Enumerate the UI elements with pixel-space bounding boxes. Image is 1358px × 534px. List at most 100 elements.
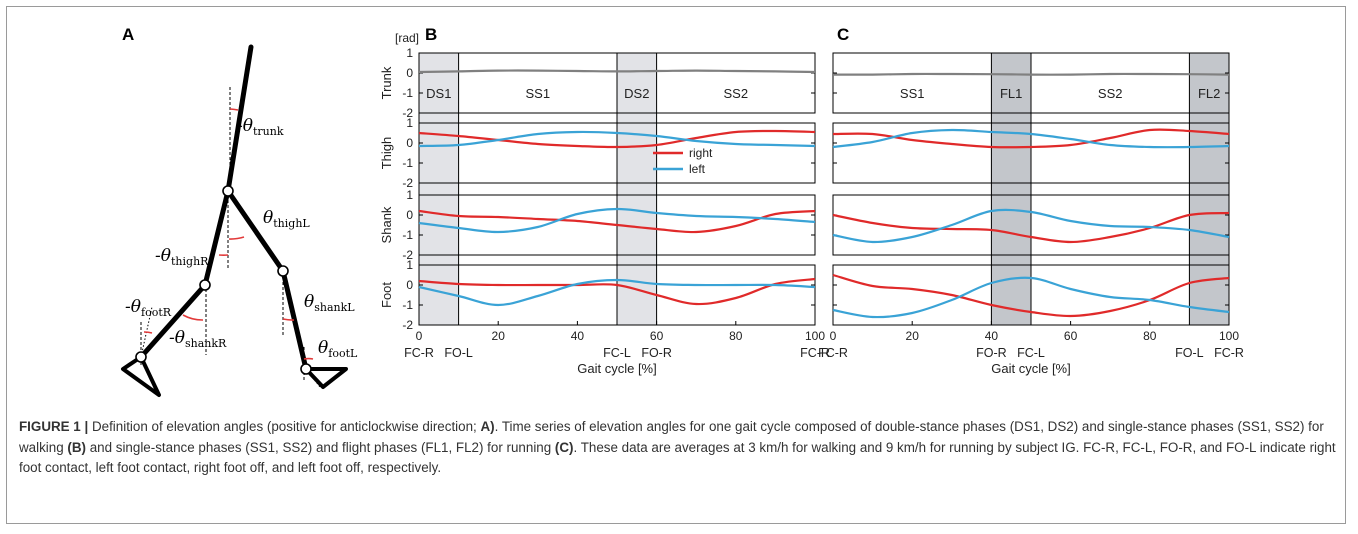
right-shank-segment (138, 282, 208, 360)
gait-event-label-b-2: FC-L (603, 346, 631, 360)
caption-text-3: and single-stance phases (SS1, SS2) and … (85, 439, 555, 455)
subplot-frame-c-3 (832, 264, 1230, 326)
gait-event-label-c-3: FO-L (1175, 346, 1204, 360)
panel-label-b: B (425, 25, 437, 44)
caption-ref-a: A) (480, 419, 495, 434)
series-line-b-thigh-1 (418, 130, 816, 148)
foot-right-angle-arrow (143, 331, 153, 334)
y-tick-label-0-1: 0 (406, 66, 413, 80)
y-tick-label-2-3: -2 (402, 248, 413, 262)
caption-ref-c: (C) (554, 439, 574, 455)
series-line-b-foot-0 (418, 277, 816, 306)
y-tick-label-2-1: 0 (406, 208, 413, 222)
x-tick-label-c-1: 20 (906, 329, 920, 343)
theta-thighL-label: θthighL (263, 208, 310, 230)
row-label-1: Thigh (379, 137, 394, 170)
y-tick-label-3-0: 1 (406, 258, 413, 272)
theta-footL-label: θfootL (318, 338, 358, 360)
rad-unit-label: [rad] (395, 31, 419, 45)
shank-left-angle-arrow (282, 318, 295, 321)
y-tick-label-0-0: 1 (406, 46, 413, 60)
series-line-b-shank-0 (418, 209, 816, 234)
x-tick-label-b-3: 60 (650, 329, 664, 343)
row-label-2: Shank (379, 206, 394, 243)
theta-footR-label: -θfootR (125, 297, 172, 319)
gait-event-label-c-1: FO-R (976, 346, 1007, 360)
hip-joint (222, 185, 234, 197)
theta-thighR-label: -θthighR (155, 246, 209, 268)
panel-label-c: C (837, 25, 849, 44)
y-tick-label-0-2: -1 (402, 86, 413, 100)
subplot-frame-c-1 (832, 122, 1230, 184)
series-line-c-thigh-1 (832, 128, 1230, 149)
series-line-c-foot-1 (832, 276, 1230, 319)
phase-label-c-3: FL2 (1198, 86, 1220, 101)
subplot-frame-b-2 (418, 194, 816, 256)
elevation-angle-diagram: -θtrunk θthighL -θthighR θshankL -θfootR… (121, 44, 358, 397)
caption-label: FIGURE 1 | (19, 419, 89, 434)
subplot-frame-b-3 (418, 264, 816, 326)
series-line-b-thigh-0 (418, 129, 816, 149)
phase-label-b-3: SS2 (724, 86, 749, 101)
x-tick-label-b-1: 20 (492, 329, 506, 343)
gait-event-label-b-4: FC-R (800, 346, 830, 360)
trunk-angle-arrow (229, 108, 239, 111)
theta-trunk-label: -θtrunk (237, 116, 284, 138)
figure-container: A B C [rad] (6, 6, 1346, 524)
gait-event-label-c-0: FC-R (818, 346, 848, 360)
x-axis-label-b: Gait cycle [%] (577, 361, 656, 376)
phase-label-b-2: DS2 (624, 86, 649, 101)
left-thigh-segment (225, 188, 286, 274)
phase-label-c-2: SS2 (1098, 86, 1123, 101)
right-foot-segment (121, 355, 161, 397)
x-tick-label-b-5: 100 (805, 329, 825, 343)
phase-label-b-1: SS1 (526, 86, 551, 101)
gait-event-label-c-4: FC-R (1214, 346, 1244, 360)
y-tick-label-0-3: -2 (402, 106, 413, 120)
caption-text-2: . Time series of elevation angles for on… (19, 419, 1324, 455)
x-tick-label-c-3: 60 (1064, 329, 1078, 343)
phase-band-b-0 (419, 53, 459, 325)
figure-graphics: A B C [rad] (121, 25, 1244, 397)
y-tick-label-1-0: 1 (406, 116, 413, 130)
left-ankle-joint (300, 363, 312, 375)
subplot-frame-b-1 (418, 122, 816, 184)
right-thigh-segment (202, 188, 231, 288)
y-tick-label-2-2: -1 (402, 228, 413, 242)
caption-ref-b: (B) (67, 439, 86, 455)
y-tick-label-2-0: 1 (406, 188, 413, 202)
theta-shankR-label: -θshankR (169, 328, 227, 350)
x-tick-label-b-2: 40 (571, 329, 585, 343)
phase-label-c-0: SS1 (900, 86, 925, 101)
chart-walking: 1 0 -1 -2 Trunk 1 0 -1 -2 Thigh 1 0 -1 -2 Shank 1 0 -1 -2 F… (379, 46, 830, 376)
x-axis-label-c: Gait cycle [%] (991, 361, 1070, 376)
legend-label-left: left (689, 162, 706, 176)
gait-event-label-b-1: FO-L (444, 346, 473, 360)
series-line-c-trunk-0 (832, 72, 1230, 76)
legend-label-right: right (689, 146, 713, 160)
left-shank-segment (280, 268, 309, 372)
phase-label-b-0: DS1 (426, 86, 451, 101)
y-tick-label-1-3: -2 (402, 176, 413, 190)
caption-text-4: . These data are averages at 3 km/h for … (19, 439, 1336, 476)
x-tick-label-b-4: 80 (729, 329, 743, 343)
subplot-frame-c-0 (832, 52, 1230, 114)
right-knee-joint (199, 279, 211, 291)
figure-caption: FIGURE 1 | Definition of elevation angle… (19, 417, 1339, 479)
gait-event-label-b-3: FO-R (641, 346, 672, 360)
gait-event-label-b-0: FC-R (404, 346, 434, 360)
trunk-segment (225, 44, 254, 194)
chart-running: SS1 FL1 SS2 FL2 0 20 40 60 80 100 FC-R FO-R FC-L FO-L… (818, 52, 1244, 376)
y-tick-label-1-2: -1 (402, 156, 413, 170)
subplot-frame-c-2 (832, 194, 1230, 256)
x-tick-label-c-0: 0 (830, 329, 837, 343)
x-tick-label-c-5: 100 (1219, 329, 1239, 343)
series-line-b-foot-1 (418, 278, 816, 307)
right-ankle-joint (135, 351, 147, 363)
left-knee-joint (277, 265, 289, 277)
series-line-c-thigh-0 (832, 128, 1230, 149)
series-line-c-foot-0 (832, 273, 1230, 318)
phase-label-c-1: FL1 (1000, 86, 1022, 101)
y-tick-label-1-1: 0 (406, 136, 413, 150)
gait-event-label-c-2: FC-L (1017, 346, 1045, 360)
